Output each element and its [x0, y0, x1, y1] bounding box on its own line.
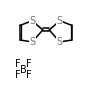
- Text: F: F: [15, 59, 21, 69]
- Text: F: F: [15, 70, 21, 80]
- Text: S: S: [57, 37, 63, 47]
- Text: F: F: [26, 70, 32, 80]
- Text: F: F: [26, 59, 32, 69]
- Text: S: S: [29, 16, 35, 26]
- Text: B: B: [20, 65, 27, 75]
- Text: S: S: [29, 37, 35, 47]
- Text: S: S: [57, 16, 63, 26]
